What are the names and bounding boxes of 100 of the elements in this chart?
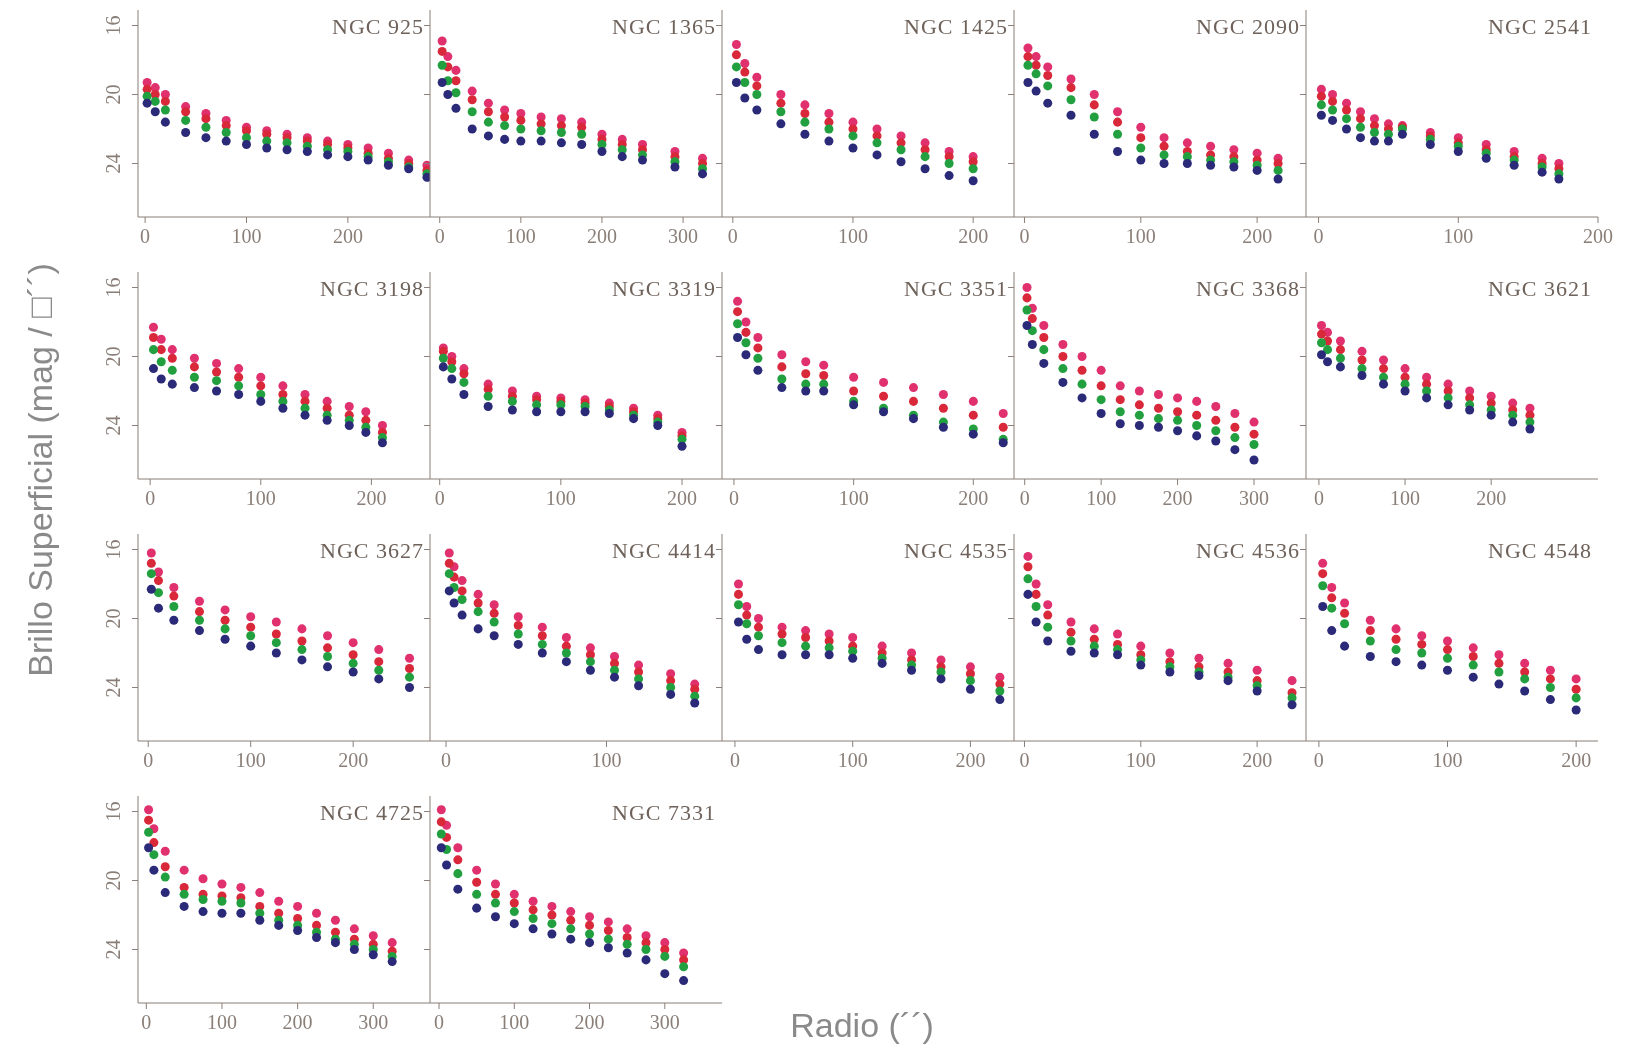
point: [509, 907, 519, 917]
point: [377, 438, 387, 448]
point: [1096, 381, 1106, 391]
point: [733, 589, 743, 599]
point: [156, 374, 166, 384]
point: [1379, 364, 1389, 374]
point: [323, 150, 333, 160]
point: [348, 667, 358, 677]
x-tick-label: 100: [1125, 225, 1156, 247]
point: [1249, 439, 1259, 450]
point: [149, 850, 159, 860]
point: [733, 600, 743, 610]
point: [509, 898, 519, 908]
point: [217, 896, 227, 906]
point: [1252, 665, 1262, 675]
point: [753, 645, 764, 655]
point: [436, 817, 446, 827]
point: [234, 372, 244, 382]
x-tick-label: 200: [958, 487, 989, 509]
point: [246, 622, 256, 632]
point: [1027, 339, 1037, 349]
point: [965, 676, 975, 686]
point: [246, 631, 256, 641]
point: [236, 898, 246, 908]
point: [1327, 626, 1337, 636]
point: [1327, 593, 1337, 603]
point: [1400, 386, 1410, 396]
point: [513, 620, 523, 630]
point: [156, 357, 166, 367]
point: [144, 827, 154, 837]
point: [169, 591, 179, 601]
point: [160, 888, 170, 898]
chart-title: NGC 2541: [1488, 14, 1592, 40]
point: [733, 333, 743, 343]
point: [181, 127, 191, 137]
point: [742, 634, 752, 644]
point: [920, 152, 930, 162]
point: [144, 843, 154, 853]
point: [194, 596, 204, 606]
point: [1316, 338, 1327, 348]
point: [1357, 346, 1367, 356]
point: [1468, 660, 1478, 670]
x-tick-label: 100: [505, 225, 536, 247]
point: [146, 558, 156, 568]
point: [733, 296, 743, 306]
x-tick-label: 100: [1443, 225, 1474, 247]
chart-title: NGC 7331: [612, 800, 716, 826]
point: [220, 615, 230, 625]
point: [1134, 421, 1144, 431]
x-axis-title: Radio (´´): [790, 1005, 934, 1045]
point: [1252, 165, 1262, 175]
point: [256, 381, 266, 391]
point: [451, 65, 461, 75]
point: [1058, 339, 1068, 349]
point: [153, 588, 164, 598]
point: [1249, 417, 1259, 427]
x-tick-label: 100: [206, 1011, 237, 1033]
point: [1252, 686, 1262, 696]
point: [1397, 129, 1407, 139]
point: [1537, 167, 1547, 177]
point: [1023, 551, 1033, 561]
point: [1023, 52, 1033, 62]
point: [1066, 636, 1076, 646]
point: [1229, 162, 1239, 172]
point: [404, 672, 415, 682]
point: [1249, 429, 1259, 439]
point: [374, 657, 384, 667]
x-tick-label: 100: [837, 225, 868, 247]
point: [849, 372, 859, 382]
point: [777, 383, 787, 393]
point: [509, 889, 519, 899]
y-tick-label: 24: [102, 153, 124, 174]
point: [1323, 345, 1333, 355]
point: [801, 369, 811, 379]
point: [819, 370, 829, 381]
point: [938, 422, 948, 432]
point: [1159, 150, 1169, 160]
point: [547, 910, 557, 920]
point: [271, 617, 281, 627]
point: [348, 650, 358, 660]
point: [323, 662, 333, 672]
point: [489, 631, 499, 641]
point: [995, 695, 1005, 705]
point: [622, 939, 632, 949]
point: [537, 639, 547, 649]
x-tick-label: 200: [1476, 487, 1507, 509]
point: [690, 698, 700, 708]
point: [1369, 136, 1379, 146]
point: [1153, 389, 1163, 399]
point: [1287, 700, 1297, 710]
point: [752, 90, 762, 100]
point: [343, 152, 353, 162]
point: [752, 81, 762, 91]
point: [160, 96, 170, 106]
x-tick-label: 100: [1432, 749, 1463, 771]
point: [312, 908, 322, 918]
point: [1058, 364, 1068, 374]
point: [1023, 574, 1033, 584]
point: [1494, 667, 1504, 677]
point: [194, 615, 204, 625]
